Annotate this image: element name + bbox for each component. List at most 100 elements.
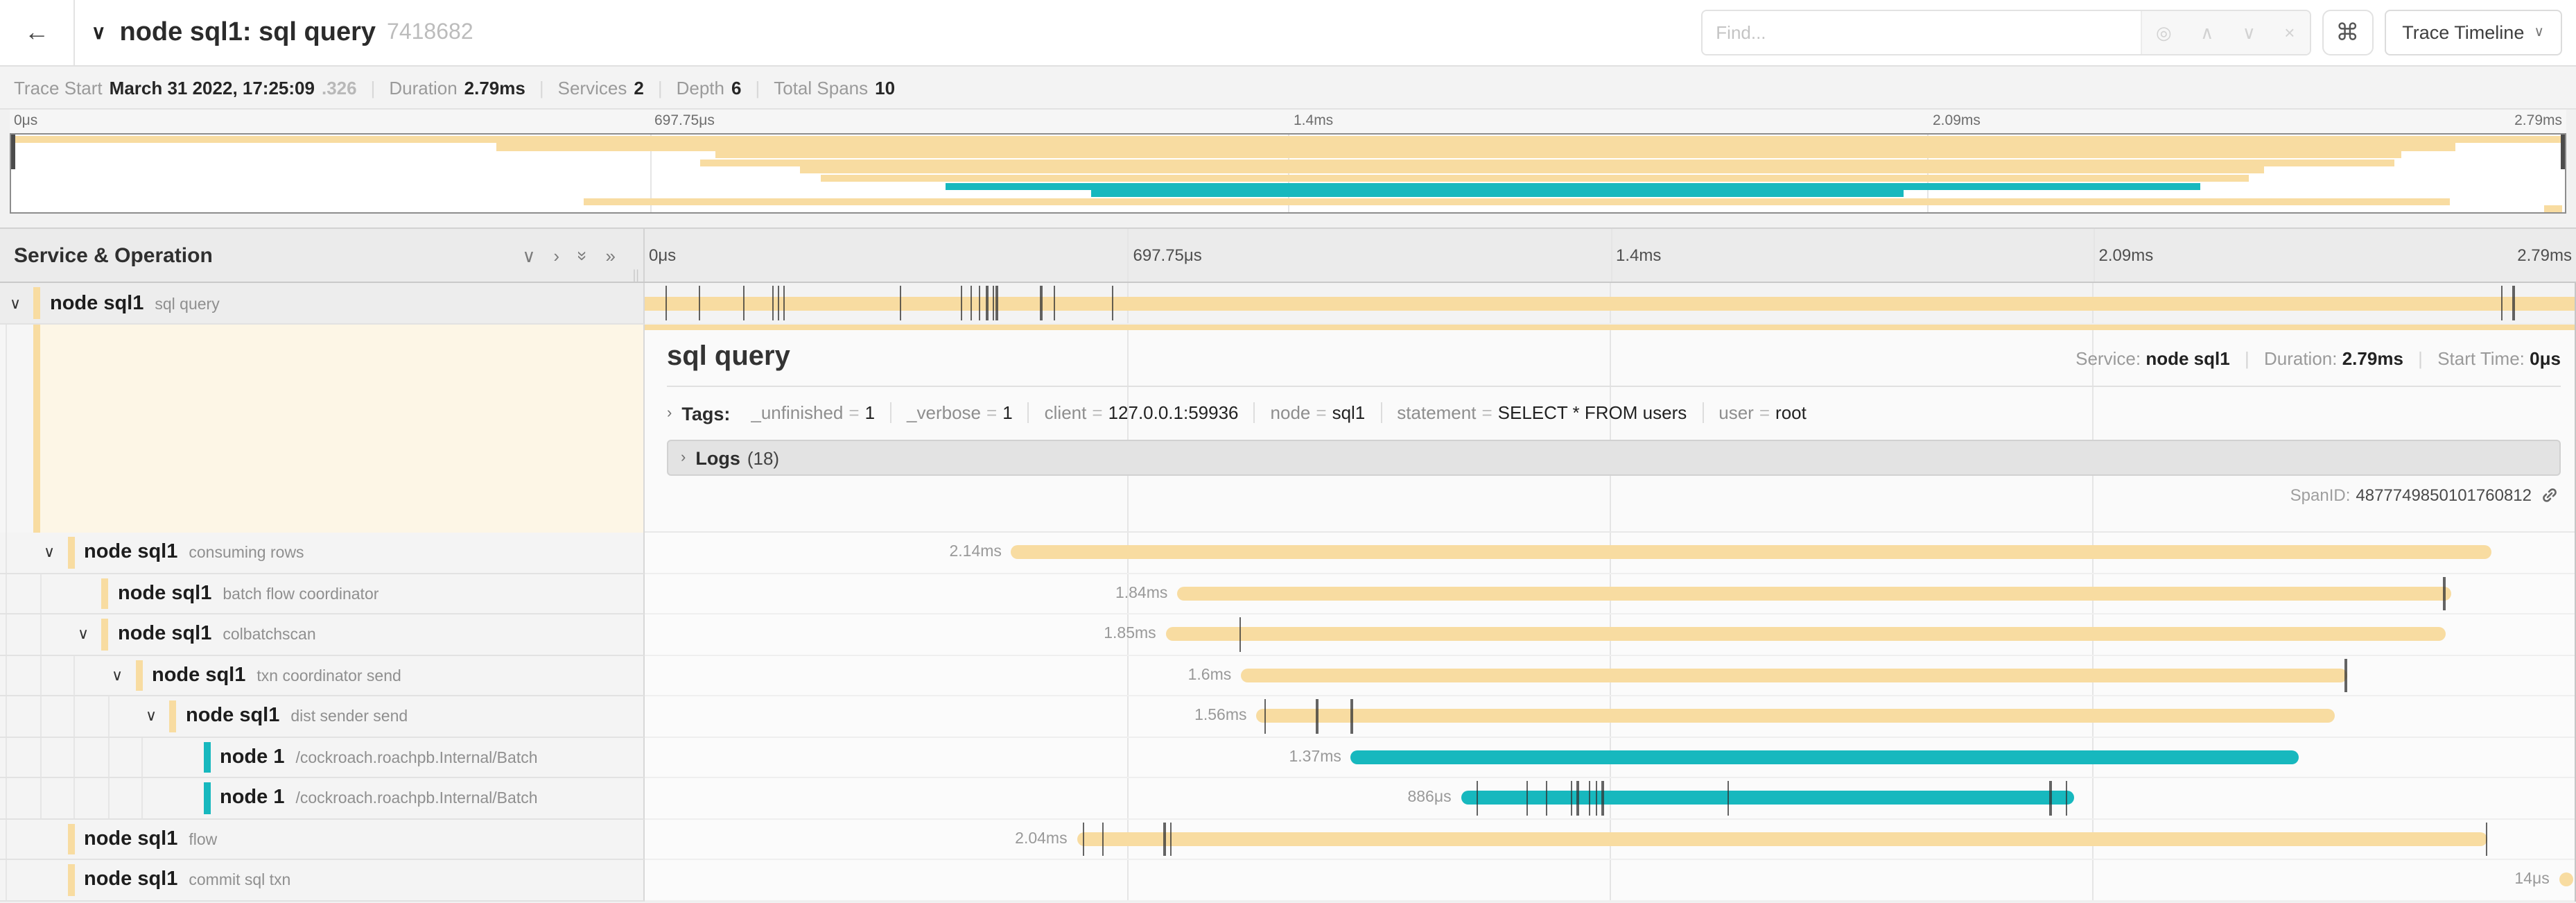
tags-row[interactable]: › Tags: _unfinished = 1 _verbose = 1 client = 12… bbox=[667, 397, 2561, 430]
span-bar[interactable] bbox=[1011, 545, 2492, 560]
span-bar-cell[interactable]: 14μs bbox=[645, 860, 2575, 901]
span-tree-item[interactable]: ∨ node sql1 sql query bbox=[0, 283, 645, 325]
span-bar[interactable] bbox=[1256, 709, 2335, 723]
trace-collapse-icon[interactable]: ∨ bbox=[92, 21, 106, 43]
ruler-tick-label: 1.4ms bbox=[1616, 246, 1662, 265]
timeline-gridline bbox=[1127, 614, 1129, 654]
logs-expand-icon[interactable]: › bbox=[681, 449, 686, 466]
timeline-gridline bbox=[1127, 778, 1129, 818]
log-marker bbox=[1163, 822, 1166, 856]
span-detail-left-gutter bbox=[0, 325, 645, 533]
keyboard-shortcuts-button[interactable]: ⌘ bbox=[2322, 10, 2374, 55]
find-input[interactable] bbox=[1702, 11, 2141, 54]
span-bar[interactable] bbox=[1177, 586, 2451, 601]
span-bar-cell[interactable]: 1.6ms bbox=[645, 655, 2575, 696]
find-clear-icon[interactable]: × bbox=[2284, 22, 2295, 43]
span-color-bar bbox=[101, 578, 108, 609]
span-row: node sql1 batch flow coordinator 1.84ms bbox=[0, 574, 2575, 614]
span-bar-cell[interactable]: 1.56ms bbox=[645, 696, 2575, 737]
ruler-tick-label: 0μs bbox=[14, 112, 38, 129]
span-bar-cell[interactable]: 1.37ms bbox=[645, 737, 2575, 778]
tag-item[interactable]: user = root bbox=[1703, 402, 1822, 423]
span-bar-cell[interactable]: 886μs bbox=[645, 778, 2575, 819]
tag-item[interactable]: _verbose = 1 bbox=[891, 402, 1029, 423]
span-tree-item[interactable]: node sql1 batch flow coordinator bbox=[0, 574, 645, 614]
service-name: node sql1 dist sender send bbox=[186, 705, 408, 728]
find-next-icon[interactable]: ∨ bbox=[2242, 22, 2256, 42]
span-bar[interactable] bbox=[1165, 627, 2446, 642]
span-tree-item[interactable]: ∨ node sql1 dist sender send bbox=[0, 696, 645, 737]
span-bar[interactable] bbox=[1461, 791, 2075, 805]
chevron-down-icon[interactable]: ∨ bbox=[78, 626, 89, 644]
service-name: node sql1 batch flow coordinator bbox=[118, 582, 379, 605]
timeline-minimap[interactable] bbox=[10, 133, 2566, 214]
span-tree-item[interactable]: ∨ node sql1 consuming rows bbox=[0, 533, 645, 574]
minimap-left-scrub-handle[interactable] bbox=[11, 135, 15, 169]
tag-item[interactable]: node = sql1 bbox=[1255, 402, 1382, 423]
span-row: ∨ node sql1 txn coordinator send 1.6ms bbox=[0, 655, 2575, 696]
log-marker bbox=[1054, 286, 1056, 320]
span-bar-cell[interactable]: 2.04ms bbox=[645, 819, 2575, 860]
span-bar[interactable] bbox=[1077, 832, 2488, 846]
chevron-down-icon[interactable]: ∨ bbox=[146, 708, 157, 725]
span-tree-item[interactable]: node 1/cockroach.roachpb.Internal/Batch bbox=[0, 737, 645, 778]
chevron-down-icon[interactable]: ∨ bbox=[44, 544, 55, 562]
span-bar-cell[interactable] bbox=[645, 283, 2575, 325]
minimap-span bbox=[11, 135, 2565, 143]
header-actions: ◎ ∧ ∨ × ⌘ Trace Timeline ∨ bbox=[1700, 10, 2576, 55]
span-duration-label: 1.56ms bbox=[1194, 707, 1247, 725]
span-bar[interactable] bbox=[645, 296, 2575, 310]
span-bar-cell[interactable]: 1.85ms bbox=[645, 614, 2575, 655]
expand-one-icon[interactable]: › bbox=[553, 245, 560, 266]
span-color-bar bbox=[33, 325, 40, 533]
span-color-bar bbox=[67, 864, 74, 895]
log-marker bbox=[2512, 286, 2515, 320]
span-detail-row: sql query Service: node sql1 | Duration:… bbox=[0, 325, 2575, 533]
column-resize-handle[interactable]: || bbox=[632, 268, 639, 282]
tag-item[interactable]: _unfinished = 1 bbox=[736, 402, 892, 423]
ruler-tick-label: 1.4ms bbox=[1294, 112, 1334, 129]
tree-guide-line bbox=[40, 614, 41, 654]
tags-label: Tags: bbox=[681, 403, 731, 424]
span-tree-item[interactable]: ∨ node sql1 txn coordinator send bbox=[0, 655, 645, 696]
find-scroll-icon[interactable]: ◎ bbox=[2156, 22, 2172, 42]
log-marker bbox=[1571, 781, 1573, 815]
find-box: ◎ ∧ ∨ × bbox=[1700, 10, 2311, 55]
tag-equals: = bbox=[1759, 402, 1770, 423]
span-tree-item[interactable]: node sql1 commit sql txn bbox=[0, 860, 645, 901]
span-bar[interactable] bbox=[1350, 750, 2299, 764]
span-bar[interactable] bbox=[2559, 872, 2573, 887]
minimap-right-scrub-handle[interactable] bbox=[2561, 135, 2565, 169]
service-name: node sql1 colbatchscan bbox=[118, 623, 316, 646]
tags-expand-icon[interactable]: › bbox=[667, 405, 672, 422]
operation-name: batch flow coordinator bbox=[223, 586, 379, 603]
tree-guide-line bbox=[6, 737, 7, 777]
expand-all-icon[interactable]: » bbox=[605, 245, 616, 266]
span-tree-item[interactable]: node sql1 flow bbox=[0, 819, 645, 860]
span-bar[interactable] bbox=[1241, 668, 2347, 682]
span-tree-item[interactable]: ∨ node sql1 colbatchscan bbox=[0, 614, 645, 655]
span-duration-label: 1.84ms bbox=[1115, 585, 1168, 602]
start-time-value: 0μs bbox=[2530, 348, 2561, 369]
span-color-bar bbox=[169, 700, 176, 732]
logs-row[interactable]: › Logs (18) bbox=[667, 440, 2561, 476]
chevron-down-icon[interactable]: ∨ bbox=[10, 295, 21, 312]
tag-item[interactable]: client = 127.0.0.1:59936 bbox=[1029, 402, 1255, 423]
tree-guide-line bbox=[6, 655, 7, 695]
trace-view-selector[interactable]: Trace Timeline ∨ bbox=[2384, 10, 2562, 55]
span-bar-cell[interactable]: 1.84ms bbox=[645, 574, 2575, 614]
log-marker bbox=[2065, 781, 2067, 815]
chevron-down-icon[interactable]: ∨ bbox=[112, 667, 123, 685]
span-color-bar bbox=[135, 660, 142, 691]
back-button[interactable]: ← bbox=[0, 0, 75, 65]
span-id-value: 4877749850101760812 bbox=[2356, 485, 2532, 504]
tag-item[interactable]: statement = SELECT * FROM users bbox=[1382, 402, 1704, 423]
span-tree-item[interactable]: node 1/cockroach.roachpb.Internal/Batch bbox=[0, 778, 645, 819]
find-prev-icon[interactable]: ∧ bbox=[2200, 22, 2214, 42]
minimap-span bbox=[1091, 190, 1904, 198]
collapse-all-icon[interactable]: » bbox=[572, 250, 593, 261]
collapse-one-icon[interactable]: ∨ bbox=[522, 245, 536, 266]
copy-link-icon[interactable] bbox=[2541, 486, 2558, 503]
span-bar-cell[interactable]: 2.14ms bbox=[645, 533, 2575, 574]
